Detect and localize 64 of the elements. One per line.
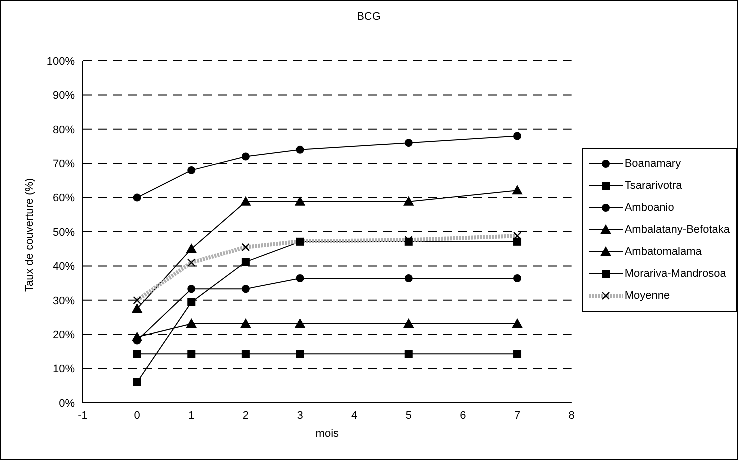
point	[514, 238, 522, 246]
point	[240, 319, 251, 328]
point	[404, 139, 413, 148]
point	[514, 132, 522, 140]
x-tick-label: 8	[568, 410, 575, 422]
legend-label: Boanamary	[624, 158, 682, 170]
point	[242, 258, 250, 266]
y-tick-label: 0%	[59, 398, 76, 410]
x-tick-label: 5	[406, 410, 412, 422]
y-tick-label: 40%	[52, 261, 76, 274]
point	[132, 304, 142, 313]
legend-label: Ambalatany-Befotaka	[624, 224, 730, 236]
x-tick-label: 0	[134, 410, 140, 422]
point	[514, 274, 522, 283]
legend-label: Morariva-Mandrosoa	[624, 268, 726, 280]
x-axis-title: mois	[316, 428, 340, 440]
y-tick-label: 80%	[52, 124, 76, 136]
point	[404, 196, 414, 206]
x-tick-label: 3	[297, 410, 304, 422]
legend-label: Amboanio	[624, 202, 674, 214]
point	[295, 319, 306, 328]
point	[132, 332, 142, 342]
point	[186, 319, 197, 328]
point	[133, 194, 142, 202]
x-tick-label: 4	[352, 410, 358, 422]
y-tick-label: 20%	[52, 330, 76, 342]
point	[296, 350, 304, 358]
y-tick-label: 100%	[46, 56, 76, 68]
y-tick-label: 10%	[52, 364, 76, 376]
point	[186, 244, 197, 254]
point	[133, 350, 142, 358]
point	[296, 146, 304, 154]
point	[242, 350, 250, 358]
x-tick-label: 1	[188, 410, 195, 422]
y-tick-label: 50%	[52, 226, 76, 239]
point	[512, 319, 523, 328]
point	[240, 196, 251, 206]
point	[404, 319, 414, 328]
point	[133, 378, 142, 386]
y-tick-label: 60%	[52, 192, 76, 205]
point	[514, 350, 522, 358]
point	[512, 186, 523, 195]
point	[188, 298, 196, 306]
point	[188, 350, 196, 358]
point	[404, 350, 413, 358]
legend-label: Ambatomalama	[624, 246, 702, 258]
x-tick-label: -1	[78, 410, 88, 422]
x-tick-label: 7	[514, 410, 521, 422]
legend-label: Tsararivotra	[624, 180, 682, 192]
point	[404, 274, 413, 283]
y-axis-title: Taux de couverture (%)	[24, 178, 36, 292]
point	[296, 274, 304, 283]
y-tick-label: 30%	[52, 295, 76, 308]
y-tick-label: 70%	[52, 158, 76, 171]
x-tick-label: 6	[460, 410, 466, 422]
point	[295, 196, 306, 206]
y-tick-label: 90%	[52, 90, 76, 102]
chart-title: BCG	[356, 11, 382, 23]
point	[242, 152, 250, 161]
x-tick-label: 2	[242, 410, 250, 422]
point	[242, 285, 250, 294]
point	[188, 285, 196, 294]
legend-label: Moyenne	[624, 290, 670, 302]
point	[188, 166, 196, 174]
